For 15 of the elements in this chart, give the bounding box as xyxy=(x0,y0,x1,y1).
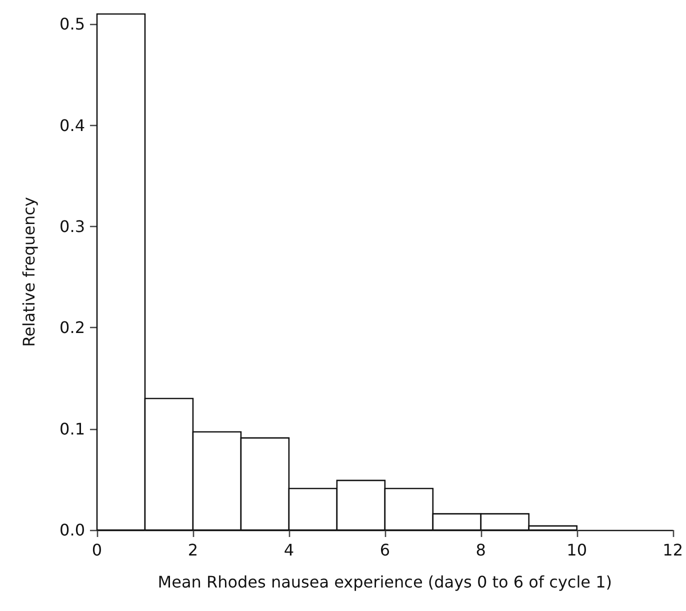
x-tick-label: 12 xyxy=(662,540,683,560)
y-tick-label: 0.3 xyxy=(60,216,85,236)
x-tick-label: 8 xyxy=(476,540,486,560)
y-tick-label: 0.0 xyxy=(60,520,85,540)
y-tick-label: 0.2 xyxy=(60,318,85,338)
y-tick-label: 0.1 xyxy=(60,419,85,438)
y-tick-label: 0.5 xyxy=(60,14,85,34)
x-tick-label: 2 xyxy=(188,540,198,560)
x-axis-title: Mean Rhodes nausea experience (days 0 to 6 of cycle 1) xyxy=(158,572,612,592)
y-axis-title: Relative frequency xyxy=(20,197,38,347)
x-tick-label: 6 xyxy=(380,540,390,560)
x-tick-label: 0 xyxy=(92,540,102,560)
x-tick-label: 4 xyxy=(284,540,294,560)
x-tick-label: 10 xyxy=(566,540,588,560)
y-tick-label: 0.4 xyxy=(60,116,85,135)
